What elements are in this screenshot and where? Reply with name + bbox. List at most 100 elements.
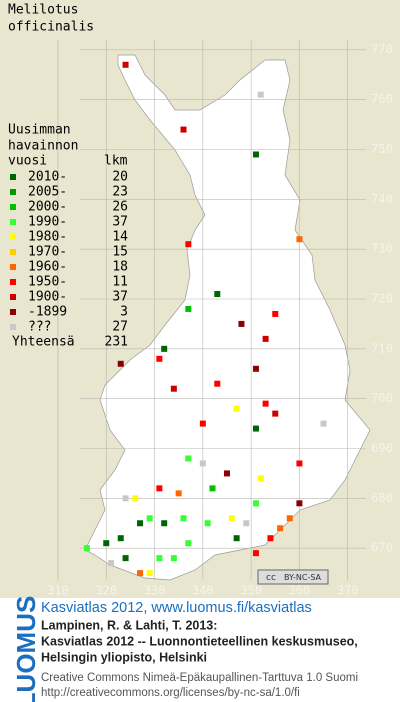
observation-square [137, 570, 144, 577]
observation-square [170, 555, 177, 562]
observations [83, 61, 327, 577]
legend-count: 26 [112, 200, 128, 215]
observation-square [146, 570, 153, 577]
badge-box [257, 569, 329, 585]
observation-square [180, 126, 187, 133]
legend-count: 14 [112, 230, 128, 245]
observation-square [175, 490, 182, 497]
legend-label: 2010- [28, 170, 67, 185]
legend-label: 2000- [28, 200, 67, 215]
observation-square [296, 460, 303, 467]
legend: Uusimman havainnon vuosi lkm 2010- 20 2005… [8, 123, 128, 350]
legend-label: 1950- [28, 275, 67, 290]
observation-square [252, 151, 259, 158]
legend-swatch [10, 204, 16, 210]
legend-swatch [10, 249, 16, 255]
x-tick-label: 360 [289, 584, 311, 598]
cc-badge: cc BY-NC-SA [257, 569, 329, 585]
citation: Helsingin yliopisto, Helsinki [41, 650, 207, 664]
observation-square [122, 495, 129, 502]
y-tick-label: 710 [371, 341, 393, 355]
legend-label: 1980- [28, 230, 67, 245]
observation-square [117, 535, 124, 542]
observation-square [257, 475, 264, 482]
observation-square [83, 545, 90, 552]
legend-swatch [10, 294, 16, 300]
observation-square [156, 555, 163, 562]
legend-swatch [10, 219, 16, 225]
observation-square [156, 355, 163, 362]
observation-square [122, 61, 129, 68]
observation-square [161, 345, 168, 352]
observation-square [137, 520, 144, 527]
legend-count: 27 [112, 320, 128, 335]
observation-square [122, 555, 129, 562]
license: Creative Commons Nimeä-Epäkaupallinen-Ta… [41, 672, 358, 684]
observation-square [185, 540, 192, 547]
legend-swatch [10, 324, 16, 330]
legend-label: 2005- [28, 185, 67, 200]
observation-square [296, 236, 303, 243]
x-tick-label: 350 [240, 584, 262, 598]
observation-square [262, 400, 269, 407]
legend-count: 23 [112, 185, 128, 200]
observation-square [204, 520, 211, 527]
legend-swatch [10, 309, 16, 315]
legend-swatch [10, 234, 16, 240]
observation-square [228, 515, 235, 522]
logo: LUOMUS [11, 596, 41, 702]
observation-square [103, 540, 110, 547]
title: officinalis [8, 20, 94, 35]
observation-square [146, 515, 153, 522]
legend-title: havainnon [8, 139, 78, 154]
observation-square [252, 500, 259, 507]
observation-square [233, 535, 240, 542]
y-tick-label: 670 [371, 541, 393, 555]
observation-square [117, 360, 124, 367]
y-tick-label: 690 [371, 441, 393, 455]
legend-title: vuosi [8, 154, 47, 169]
legend-count: 37 [112, 290, 128, 305]
legend-swatch [10, 264, 16, 270]
observation-square [214, 291, 221, 298]
observation-square [267, 535, 274, 542]
legend-total-label: Yhteensä [12, 335, 75, 350]
legend-label: -1899 [28, 305, 67, 320]
legend-label: 1970- [28, 245, 67, 260]
observation-square [252, 425, 259, 432]
observation-square [272, 410, 279, 417]
observation-square [199, 460, 206, 467]
citation: Kasviatlas 2012 -- Luonnontieteellinen k… [41, 634, 358, 648]
legend-count: 37 [112, 215, 128, 230]
observation-square [272, 310, 279, 317]
badge-cc: cc [266, 573, 276, 583]
observation-square [156, 485, 163, 492]
license-url: http://creativecommons.org/licenses/by-n… [41, 687, 300, 699]
observation-square [108, 560, 115, 567]
observation-square [185, 241, 192, 248]
y-tick-label: 720 [371, 292, 393, 306]
observation-square [262, 335, 269, 342]
legend-count: 3 [120, 305, 128, 320]
observation-square [296, 500, 303, 507]
observation-square [199, 420, 206, 427]
legend-count-header: lkm [104, 154, 128, 169]
observation-square [286, 515, 293, 522]
observation-square [243, 520, 250, 527]
observation-square [252, 365, 259, 372]
observation-square [223, 470, 230, 477]
legend-swatch [10, 189, 16, 195]
legend-title: Uusimman [8, 123, 71, 138]
headline: Kasviatlas 2012, www.luomus.fi/kasviatla… [41, 600, 312, 616]
observation-square [238, 320, 245, 327]
y-tick-label: 770 [371, 42, 393, 56]
legend-count: 15 [112, 245, 128, 260]
observation-square [257, 91, 264, 98]
x-tick-label: 370 [337, 584, 359, 598]
legend-label: 1990- [28, 215, 67, 230]
legend-label: 1960- [28, 260, 67, 275]
observation-square [233, 405, 240, 412]
observation-square [185, 305, 192, 312]
grid: 310 320 330 340 350 360 3706706806907007107207… [47, 40, 393, 598]
